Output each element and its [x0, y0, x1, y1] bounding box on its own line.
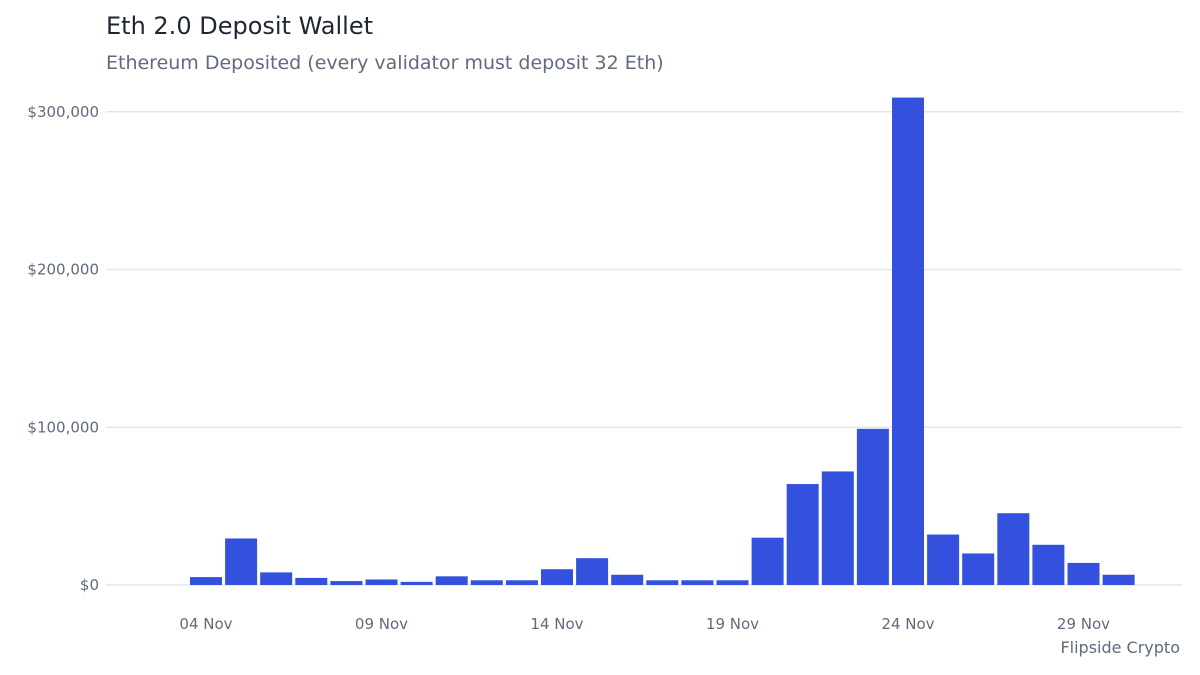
bar-2020-11-07[interactable]: [295, 577, 328, 585]
bar-2020-11-27[interactable]: [997, 513, 1030, 585]
y-tick-label: $0: [80, 576, 99, 594]
bar-2020-11-24[interactable]: [892, 97, 924, 585]
x-tick-label: 04 Nov: [179, 615, 232, 633]
bar-2020-11-12[interactable]: [470, 580, 503, 585]
bar-2020-11-11[interactable]: [435, 576, 468, 585]
bar-2020-11-22[interactable]: [821, 471, 854, 585]
bar-2020-11-23[interactable]: [856, 428, 889, 585]
bar-2020-11-19[interactable]: [716, 580, 749, 585]
y-tick-label: $200,000: [27, 261, 99, 279]
bar-2020-11-06[interactable]: [260, 572, 293, 585]
bar-2020-11-14[interactable]: [541, 569, 573, 585]
bar-2020-11-13[interactable]: [505, 580, 538, 585]
source-credit: Flipside Crypto: [1060, 638, 1180, 657]
bar-2020-11-30[interactable]: [1102, 574, 1135, 585]
bar-2020-11-04[interactable]: [190, 577, 222, 585]
x-tick-label: 24 Nov: [881, 615, 934, 633]
x-tick-label: 14 Nov: [530, 615, 583, 633]
bar-2020-11-18[interactable]: [681, 580, 714, 585]
x-axis-ticks: 04 Nov 09 Nov 14 Nov 19 Nov 24 Nov 29 Nov: [179, 615, 1110, 633]
bar-2020-11-29[interactable]: [1067, 562, 1100, 585]
y-tick-label: $300,000: [27, 103, 99, 121]
x-tick-label: 09 Nov: [355, 615, 408, 633]
x-tick-label: 19 Nov: [706, 615, 759, 633]
bar-2020-11-25[interactable]: [927, 534, 960, 585]
bar-2020-11-17[interactable]: [646, 580, 679, 585]
bar-2020-11-08[interactable]: [330, 581, 363, 585]
y-axis-ticks: $0 $100,000 $200,000 $300,000: [27, 103, 99, 594]
bar-2020-11-16[interactable]: [611, 574, 644, 585]
chart-title: Eth 2.0 Deposit Wallet: [106, 12, 373, 40]
bar-2020-11-15[interactable]: [576, 558, 609, 585]
bars: [190, 97, 1135, 585]
bar-2020-11-05[interactable]: [225, 538, 258, 585]
bar-2020-11-21[interactable]: [786, 484, 819, 585]
y-tick-label: $100,000: [27, 418, 99, 436]
bar-2020-11-10[interactable]: [400, 581, 433, 585]
x-tick-label: 29 Nov: [1057, 615, 1110, 633]
bar-2020-11-09[interactable]: [365, 579, 398, 585]
bar-2020-11-26[interactable]: [962, 553, 995, 585]
chart-subtitle: Ethereum Deposited (every validator must…: [106, 52, 664, 74]
bar-2020-11-28[interactable]: [1032, 544, 1065, 585]
bar-2020-11-20[interactable]: [751, 537, 784, 585]
